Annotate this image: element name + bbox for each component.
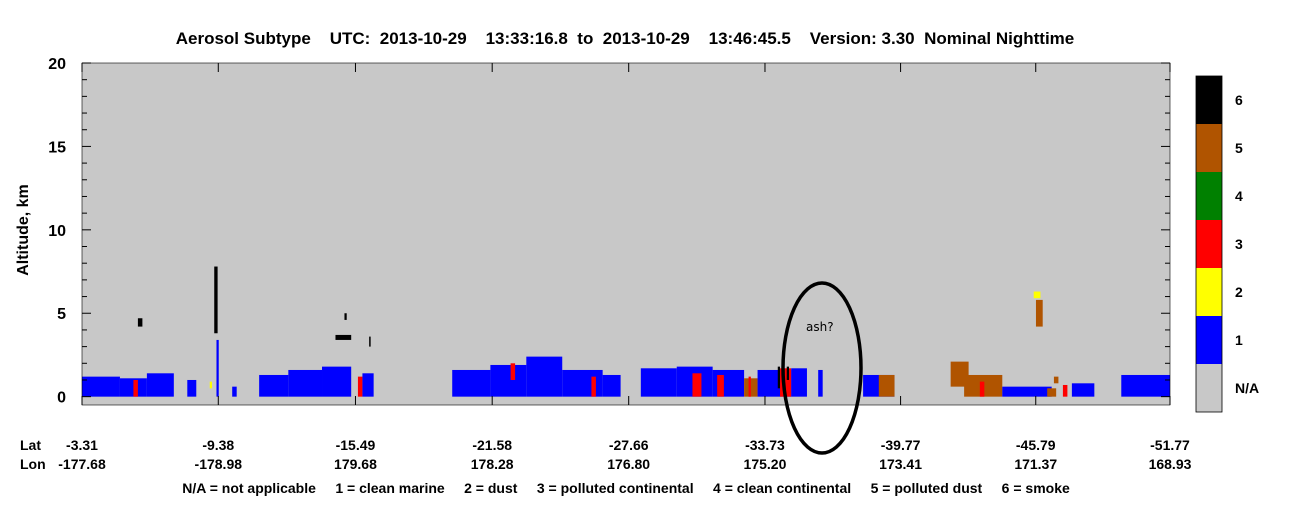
colorbar-swatch-6	[1196, 76, 1222, 124]
x-tick-label-lat: -21.58	[472, 437, 512, 453]
feature-subtype-1	[791, 368, 807, 397]
colorbar-label: 5	[1235, 140, 1243, 156]
feature-subtype-3	[780, 368, 792, 397]
feature-subtype-1	[602, 374, 621, 397]
feature-subtype-6	[214, 266, 218, 334]
x-tick-label-lon: 179.68	[334, 456, 377, 472]
feature-subtype-6	[777, 366, 781, 389]
colorbar-swatch-2	[1196, 268, 1222, 316]
x-tick-label-lat: -3.31	[66, 437, 98, 453]
feature-layer	[82, 266, 1170, 397]
feature-subtype-1	[562, 369, 603, 397]
feature-subtype-2	[209, 381, 212, 389]
feature-subtype-5	[1053, 376, 1059, 384]
x-tick-label-lat: -9.38	[202, 437, 234, 453]
colorbar-frame	[1195, 75, 1223, 413]
x-tick-label-lat: -33.73	[745, 437, 785, 453]
feature-subtype-3	[717, 374, 724, 397]
colorbar-swatch-3	[1196, 220, 1222, 268]
colorbar-swatch-1	[1196, 316, 1222, 364]
y-tick-label: 20	[48, 56, 66, 73]
feature-subtype-1	[1071, 383, 1095, 397]
feature-subtype-1	[490, 364, 527, 397]
x-tick-label-lon: 176.80	[607, 456, 650, 472]
feature-subtype-1	[640, 368, 677, 397]
x-tick-label-lon: 178.28	[471, 456, 514, 472]
feature-subtype-3	[133, 379, 138, 397]
feature-subtype-3	[591, 376, 596, 397]
feature-subtype-1	[216, 339, 219, 397]
x-tick-label-lon: 168.93	[1149, 456, 1192, 472]
feature-subtype-2	[1033, 291, 1041, 299]
x-row-label-lat: Lat	[20, 437, 41, 453]
feature-subtype-3	[1062, 384, 1068, 397]
feature-subtype-5	[1047, 388, 1057, 397]
feature-subtype-1	[288, 369, 323, 397]
x-tick-label-lat: -27.66	[609, 437, 649, 453]
x-axis: Lat Lon -3.31 -177.68 -9.38 -178.98 -15.49 179.…	[20, 63, 1192, 472]
y-tick-label: 15	[48, 139, 66, 156]
colorbar-label: 3	[1235, 236, 1243, 252]
y-tick-label: 10	[48, 223, 66, 240]
feature-subtype-3	[357, 376, 363, 397]
x-tick-label-lat: -39.77	[881, 437, 921, 453]
feature-subtype-1	[82, 376, 120, 397]
feature-subtype-3	[692, 373, 702, 397]
x-tick-label-lon: -178.98	[195, 456, 243, 472]
chart-title: Aerosol Subtype UTC: 2013-10-29 13:33:16…	[175, 29, 1075, 48]
feature-subtype-3	[510, 363, 516, 380]
feature-subtype-1	[362, 373, 374, 397]
ash-annotation-ellipse	[781, 281, 863, 455]
x-tick-label-lon: -177.68	[58, 456, 106, 472]
y-axis-label: Altitude, km	[15, 184, 32, 276]
colorbar-label: 6	[1235, 92, 1243, 108]
x-row-label-lon: Lon	[20, 456, 46, 472]
feature-subtype-5	[1035, 299, 1043, 327]
feature-subtype-5	[878, 374, 895, 397]
feature-subtype-6	[137, 318, 143, 327]
colorbar-label: 4	[1235, 188, 1243, 204]
ash-annotation-label: ash?	[806, 320, 834, 334]
x-tick-label-lat: -51.77	[1150, 437, 1190, 453]
x-tick-label-lon: 171.37	[1014, 456, 1057, 472]
colorbar-swatch-5	[1196, 124, 1222, 172]
feature-subtype-1	[259, 374, 289, 397]
y-tick-label: 0	[57, 390, 66, 407]
feature-subtype-6	[344, 313, 347, 320]
feature-subtype-1	[1121, 374, 1170, 397]
subtype-legend: N/A = not applicable 1 = clean marine 2 …	[182, 480, 1070, 496]
feature-subtype-6	[786, 366, 789, 380]
plot-frame	[81, 62, 1171, 406]
colorbar-label: 2	[1235, 284, 1243, 300]
x-tick-label-lat: -45.79	[1016, 437, 1056, 453]
feature-subtype-1	[187, 379, 197, 397]
feature-subtype-1	[146, 373, 174, 397]
feature-subtype-3	[748, 376, 751, 397]
colorbar-label: N/A	[1235, 380, 1259, 396]
feature-subtype-1	[232, 386, 237, 397]
y-tick-label: 5	[57, 306, 66, 323]
y-axis: 0 5 10 15 20	[48, 56, 1170, 407]
feature-subtype-1	[452, 369, 491, 397]
x-tick-label-lat: -15.49	[336, 437, 376, 453]
feature-subtype-1	[818, 369, 823, 397]
feature-subtype-1	[526, 356, 563, 397]
colorbar-swatch-na	[1196, 364, 1222, 412]
feature-subtype-6	[335, 334, 352, 340]
plot-background	[82, 63, 1170, 405]
colorbar: N/A 1 2 3 4 5 6	[1195, 75, 1259, 413]
feature-subtype-3	[979, 381, 985, 397]
feature-subtype-1	[322, 366, 352, 397]
x-tick-label-lon: 175.20	[744, 456, 787, 472]
feature-subtype-6	[369, 336, 371, 347]
x-tick-label-lon: 173.41	[879, 456, 922, 472]
feature-subtype-1	[1002, 386, 1052, 397]
colorbar-label: 1	[1235, 332, 1243, 348]
colorbar-swatch-4	[1196, 172, 1222, 220]
